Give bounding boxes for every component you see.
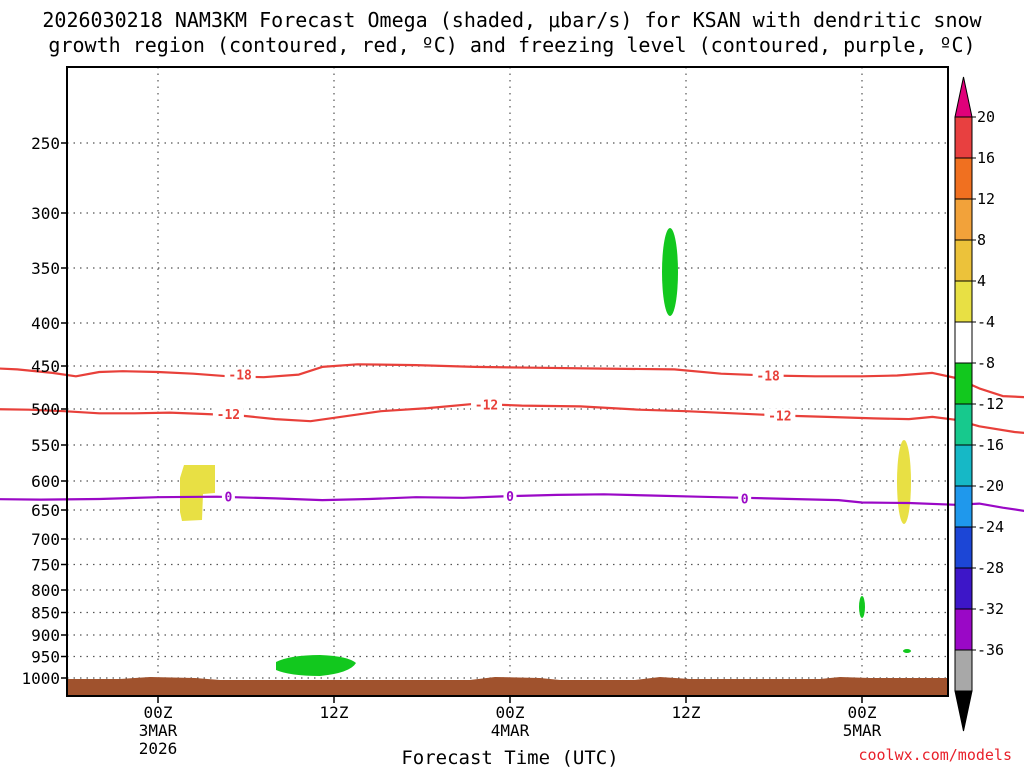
credit-link[interactable]: coolwx.com/models <box>858 746 1012 764</box>
colorbar-band-7 <box>954 403 973 446</box>
colorbar-label-12: -32 <box>977 600 1004 618</box>
y-tick-label-700: 700 <box>31 530 60 549</box>
contour-label-0C-0: 0 <box>224 491 232 506</box>
y-tick-label-850: 850 <box>31 604 60 623</box>
yellow-region-3mar <box>180 465 215 521</box>
y-tick-label-250: 250 <box>31 134 60 153</box>
colorbar-band-10 <box>954 526 973 569</box>
colorbar-band-4 <box>954 280 973 323</box>
colorbar-label-2: 12 <box>977 190 995 208</box>
colorbar-band-13 <box>954 649 973 692</box>
yellow-region-5mar <box>897 440 911 524</box>
x-tick-label-60-0: 00Z <box>848 703 877 722</box>
colorbar-band-8 <box>954 444 973 487</box>
x-tick-label-15-0: 12Z <box>320 703 349 722</box>
x-tick-label-45-0: 12Z <box>672 703 701 722</box>
colorbar-label-8: -16 <box>977 436 1004 454</box>
colorbar-label-11: -28 <box>977 559 1004 577</box>
y-tick-label-300: 300 <box>31 204 60 223</box>
colorbar-band-11 <box>954 567 973 610</box>
green-region-350 <box>662 228 678 316</box>
contour-label-0C-2: 0 <box>741 492 749 507</box>
colorbar-label-13: -36 <box>977 641 1004 659</box>
colorbar-label-4: 4 <box>977 272 986 290</box>
contour-label-bg--12C-1 <box>471 397 503 412</box>
colorbar-band-6 <box>954 362 973 405</box>
colorbar-band-3 <box>954 239 973 282</box>
colorbar-top-arrow <box>954 76 973 118</box>
colorbar-label-6: -8 <box>977 354 995 372</box>
y-tick-label-350: 350 <box>31 259 60 278</box>
colorbar-label-1: 16 <box>977 149 995 167</box>
y-tick-label-800: 800 <box>31 581 60 600</box>
contour--18C <box>0 363 1024 399</box>
contour-label-bg-0C-1 <box>503 489 517 504</box>
plot-background <box>67 67 948 696</box>
chart-title-line2: growth region (contoured, red, ºC) and f… <box>48 33 975 57</box>
y-tick-label-500: 500 <box>31 400 60 419</box>
y-tick-label-400: 400 <box>31 314 60 333</box>
y-tick-label-900: 900 <box>31 626 60 645</box>
y-tick-label-950: 950 <box>31 648 60 667</box>
contour-label-bg-0C-0 <box>221 489 235 504</box>
y-tick-label-750: 750 <box>31 556 60 575</box>
contour-label--12C-0: -12 <box>217 408 240 423</box>
y-tick-label-450: 450 <box>31 357 60 376</box>
contour-lines: -18 -18 -12 -12 -12 0 0 0 <box>0 363 1024 512</box>
chart-title-line1: 2026030218 NAM3KM Forecast Omega (shaded… <box>42 8 982 32</box>
x-tick-label-30-1: 4MAR <box>491 721 530 740</box>
y-tick-label-550: 550 <box>31 436 60 455</box>
colorbar-label-0: 20 <box>977 108 995 126</box>
y-tick-label-600: 600 <box>31 472 60 491</box>
y-tick-label-650: 650 <box>31 501 60 520</box>
y-axis: 250 300 350 400 450 500 550 600 650 700 750 800 850 9… <box>21 134 67 688</box>
x-tick-label-0-2: 2026 <box>139 739 178 758</box>
colorbar-label-7: -12 <box>977 395 1004 413</box>
contour-label-bg-0C-2 <box>738 491 752 506</box>
x-axis-label: Forecast Time (UTC) <box>401 747 618 768</box>
contour-0C <box>0 493 1024 512</box>
green-region-950 <box>276 655 356 676</box>
contour-label-bg--18C-1 <box>752 368 784 383</box>
colorbar-label-3: 8 <box>977 231 986 249</box>
x-tick-label-0-1: 3MAR <box>139 721 178 740</box>
colorbar-band-0 <box>954 116 973 159</box>
x-tick-label-60-1: 5MAR <box>843 721 882 740</box>
colorbar-band-5 <box>954 321 973 364</box>
x-tick-label-0-0: 00Z <box>144 703 173 722</box>
contour-label-bg--12C-2 <box>764 408 796 423</box>
contour-label--18C-0: -18 <box>228 369 252 384</box>
contour-label--12C-2: -12 <box>768 409 791 424</box>
contour-label-0C-1: 0 <box>506 490 514 505</box>
contour-label--18C-1: -18 <box>756 369 780 384</box>
contour-label-bg--18C-0 <box>224 367 256 382</box>
colorbar-band-1 <box>954 157 973 200</box>
colorbar-label-9: -20 <box>977 477 1004 495</box>
green-region-830 <box>859 596 865 618</box>
colorbar-band-9 <box>954 485 973 528</box>
grid-lines <box>67 67 948 696</box>
green-region-dot <box>903 649 911 653</box>
colorbar-band-12 <box>954 608 973 651</box>
colorbar-label-5: -4 <box>977 313 995 331</box>
contour-label-bg--12C-0 <box>212 407 244 422</box>
plot-frame <box>66 66 949 697</box>
ground-terrain <box>67 677 948 696</box>
colorbar-label-10: -24 <box>977 518 1004 536</box>
x-tick-label-30-0: 00Z <box>496 703 525 722</box>
y-tick-label-1000: 1000 <box>21 669 60 688</box>
colorbar-band-2 <box>954 198 973 241</box>
colorbar-bottom-arrow <box>954 690 973 732</box>
contour-label--12C-1: -12 <box>475 399 498 414</box>
color-bar: 20 16 12 8 4 -4 -8 -12 -16 -20 -24 -28 -32 -36 <box>954 76 1004 732</box>
